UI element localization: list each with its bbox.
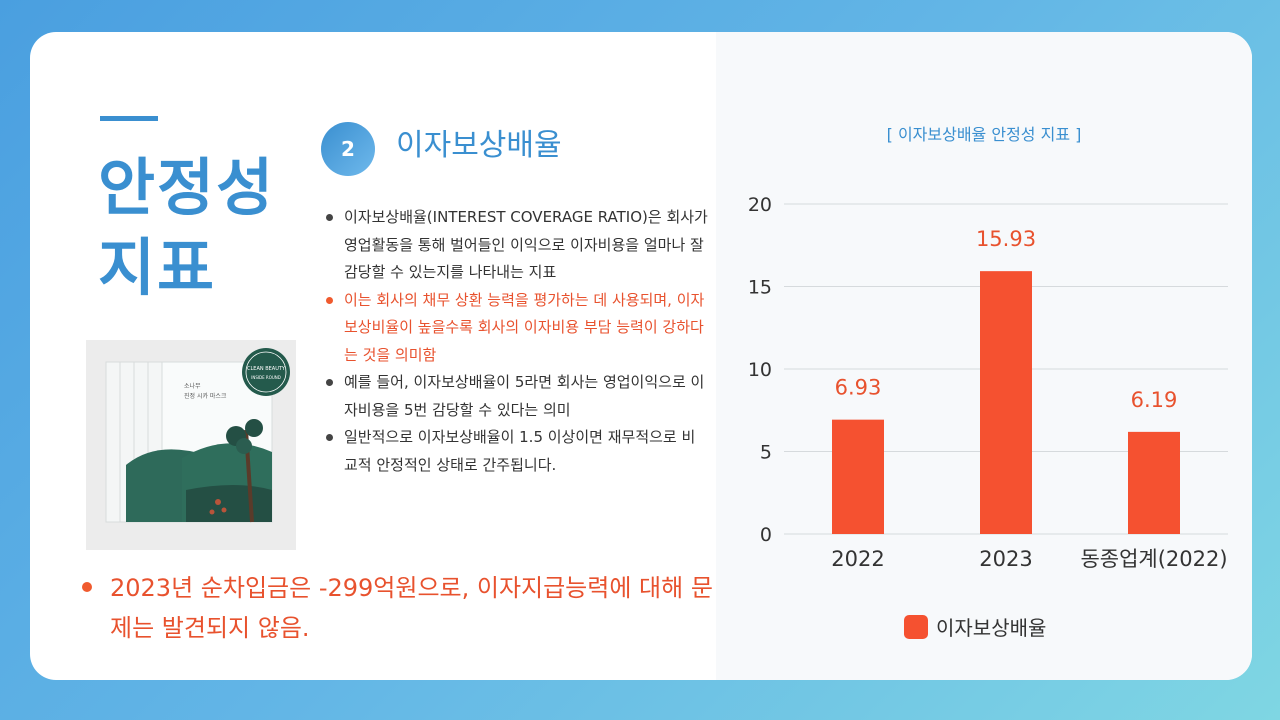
x-tick-label: 2023 <box>979 547 1032 571</box>
mask-pack-stack <box>105 361 273 523</box>
slide-heading-line1: 안정성 <box>98 151 276 224</box>
title-accent-dash <box>100 116 158 121</box>
y-tick-label: 15 <box>748 277 772 299</box>
data-label: 15.93 <box>976 227 1036 251</box>
slide-heading: 안정성 지표 <box>98 148 318 308</box>
bullet-item-example: 예를 들어, 이자보상배율이 5라면 회사는 영업이익으로 이자비용을 5번 감… <box>326 369 708 424</box>
x-tick-label: 2022 <box>831 547 884 571</box>
y-tick-label: 5 <box>760 442 772 464</box>
net-debt-note: 2023년 순차입금은 -299억원으로, 이자지급능력에 대해 문제는 발견되… <box>82 568 730 648</box>
x-tick-label: 동종업계(2022) <box>1080 547 1227 571</box>
section-number-badge: 2 <box>321 122 375 176</box>
data-label: 6.93 <box>835 376 882 400</box>
mask-pack-illustration: 소나무 진정 시카 마스크 CLEAN BEAUTY INSIDE ROUND <box>105 348 290 523</box>
bullet-item-threshold: 일반적으로 이자보상배율이 1.5 이상이면 재무적으로 비교적 안정적인 상태… <box>326 424 708 479</box>
clean-beauty-badge-icon: CLEAN BEAUTY INSIDE ROUND <box>242 348 290 396</box>
slide-card: 안정성 지표 소나무 진정 시카 마스크 <box>30 32 1252 680</box>
chart-title: [ 이자보상배율 안정성 지표 ] <box>886 125 1082 144</box>
bullet-item-definition: 이자보상배율(INTEREST COVERAGE RATIO)은 회사가 영업활… <box>326 204 708 287</box>
bullet-item-meaning: 이는 회사의 채무 상환 능력을 평가하는 데 사용되며, 이자보상비율이 높을… <box>326 287 708 370</box>
legend-swatch <box>904 614 928 639</box>
legend-label: 이자보상배율 <box>936 616 1047 640</box>
bullet-list: 이자보상배율(INTEREST COVERAGE RATIO)은 회사가 영업활… <box>326 204 708 479</box>
section-title: 이자보상배율 <box>396 128 562 163</box>
badge-subtext: INSIDE ROUND <box>251 375 281 380</box>
bar <box>832 419 884 534</box>
product-image: 소나무 진정 시카 마스크 CLEAN BEAUTY INSIDE ROUND <box>86 340 296 550</box>
y-tick-label: 0 <box>760 524 772 546</box>
badge-text: CLEAN BEAUTY <box>247 366 286 372</box>
interest-coverage-bar-chart: 0 5 10 15 20 6.93 2022 15.93 2023 6.19 동종업계(2022) <box>748 194 1228 571</box>
bar <box>980 271 1032 534</box>
package-brand: 소나무 <box>184 382 201 390</box>
y-tick-label: 10 <box>748 359 772 381</box>
data-label: 6.19 <box>1131 388 1178 412</box>
chart-legend: 이자보상배율 <box>904 612 1046 641</box>
slide-heading-line2: 지표 <box>98 231 217 304</box>
bar <box>1128 431 1180 534</box>
package-name: 진정 시카 마스크 <box>184 392 227 400</box>
y-tick-label: 20 <box>748 194 772 216</box>
